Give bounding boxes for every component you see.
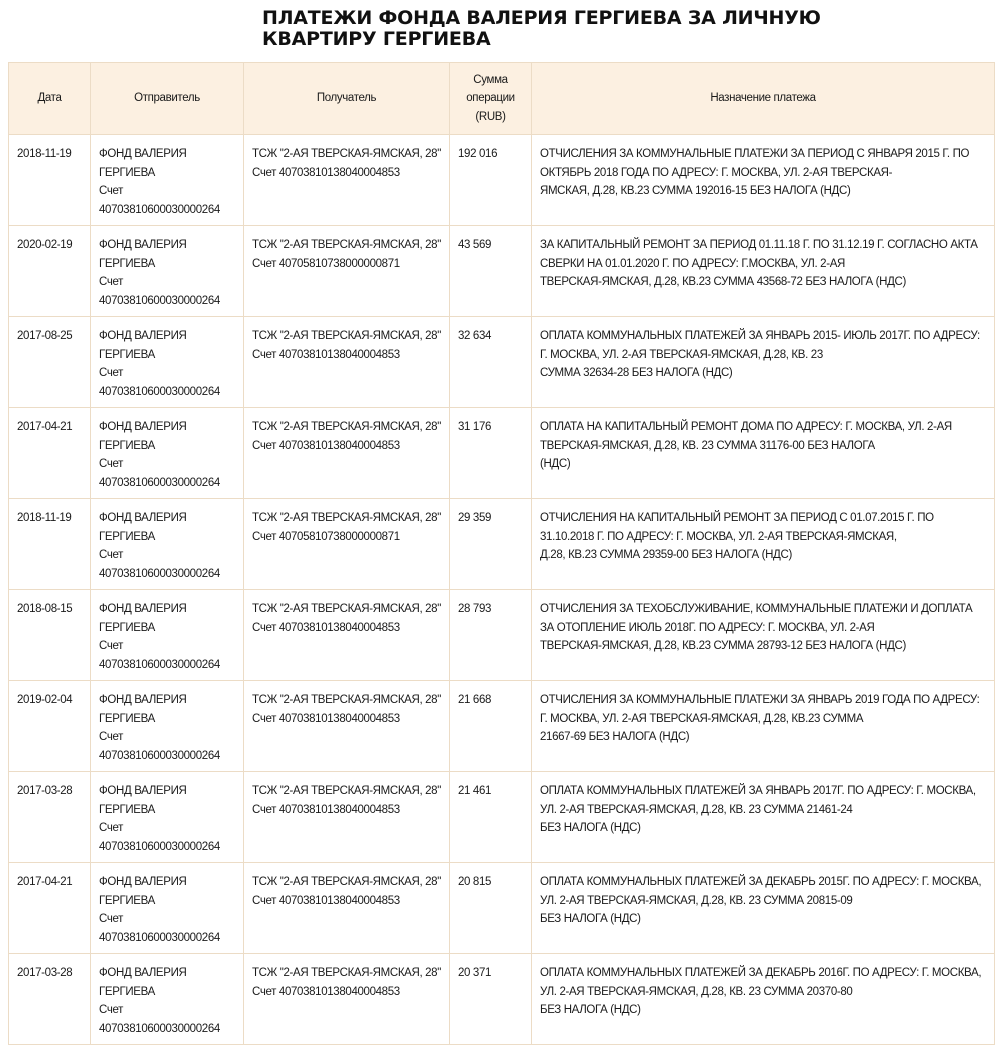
recipient-cell: ТСЖ "2-АЯ ТВЕРСКАЯ-ЯМСКАЯ, 28" Счет 4070… (243, 225, 450, 317)
purpose-cell: ОПЛАТА КОММУНАЛЬНЫХ ПЛАТЕЖЕЙ ЗА ДЕКАБРЬ … (531, 862, 995, 954)
column-header-recipient: Получатель (243, 62, 450, 135)
recipient-cell: ТСЖ "2-АЯ ТВЕРСКАЯ-ЯМСКАЯ, 28" Счет 4070… (243, 862, 450, 954)
sender-cell: ФОНД ВАЛЕРИЯ ГЕРГИЕВА Счет 4070381060003… (90, 316, 244, 408)
recipient-cell: ТСЖ "2-АЯ ТВЕРСКАЯ-ЯМСКАЯ, 28" Счет 4070… (243, 953, 450, 1045)
sender-cell: ФОНД ВАЛЕРИЯ ГЕРГИЕВА Счет 4070381060003… (90, 407, 244, 499)
table-row: 2017-04-21 ФОНД ВАЛЕРИЯ ГЕРГИЕВА Счет 407… (8, 862, 995, 954)
sender-cell: ФОНД ВАЛЕРИЯ ГЕРГИЕВА Счет 4070381060003… (90, 498, 244, 590)
purpose-cell: ОТЧИСЛЕНИЯ ЗА ТЕХОБСЛУЖИВАНИЕ, КОММУНАЛЬ… (531, 589, 995, 681)
table-row: 2017-08-25 ФОНД ВАЛЕРИЯ ГЕРГИЕВА Счет 407… (8, 316, 995, 408)
table-row: 2017-03-28 ФОНД ВАЛЕРИЯ ГЕРГИЕВА Счет 407… (8, 771, 995, 863)
amount-cell: 43 569 (449, 225, 532, 317)
date-cell: 2018-11-19 (8, 134, 91, 226)
table-row: 2018-08-15 ФОНД ВАЛЕРИЯ ГЕРГИЕВА Счет 407… (8, 589, 995, 681)
purpose-cell: ОТЧИСЛЕНИЯ НА КАПИТАЛЬНЫЙ РЕМОНТ ЗА ПЕРИ… (531, 498, 995, 590)
amount-cell: 28 793 (449, 589, 532, 681)
recipient-cell: ТСЖ "2-АЯ ТВЕРСКАЯ-ЯМСКАЯ, 28" Счет 4070… (243, 498, 450, 590)
table-row: 2020-02-19 ФОНД ВАЛЕРИЯ ГЕРГИЕВА Счет 407… (8, 225, 995, 317)
amount-cell: 32 634 (449, 316, 532, 408)
recipient-cell: ТСЖ "2-АЯ ТВЕРСКАЯ-ЯМСКАЯ, 28" Счет 4070… (243, 680, 450, 772)
date-cell: 2018-08-15 (8, 589, 91, 681)
table-header-row: Дата Отправитель Получатель Сумма операц… (8, 62, 995, 135)
purpose-cell: ОТЧИСЛЕНИЯ ЗА КОММУНАЛЬНЫЕ ПЛАТЕЖИ ЗА ПЕ… (531, 134, 995, 226)
recipient-cell: ТСЖ "2-АЯ ТВЕРСКАЯ-ЯМСКАЯ, 28" Счет 4070… (243, 316, 450, 408)
date-cell: 2020-02-19 (8, 225, 91, 317)
purpose-cell: ОПЛАТА КОММУНАЛЬНЫХ ПЛАТЕЖЕЙ ЗА ДЕКАБРЬ … (531, 953, 995, 1045)
payments-table: Дата Отправитель Получатель Сумма операц… (8, 62, 995, 1045)
sender-cell: ФОНД ВАЛЕРИЯ ГЕРГИЕВА Счет 4070381060003… (90, 771, 244, 863)
date-cell: 2019-02-04 (8, 680, 91, 772)
sender-cell: ФОНД ВАЛЕРИЯ ГЕРГИЕВА Счет 4070381060003… (90, 862, 244, 954)
date-cell: 2017-04-21 (8, 862, 91, 954)
table-row: 2018-11-19 ФОНД ВАЛЕРИЯ ГЕРГИЕВА Счет 407… (8, 498, 995, 590)
sender-cell: ФОНД ВАЛЕРИЯ ГЕРГИЕВА Счет 4070381060003… (90, 134, 244, 226)
amount-cell: 21 461 (449, 771, 532, 863)
purpose-cell: ОПЛАТА КОММУНАЛЬНЫХ ПЛАТЕЖЕЙ ЗА ЯНВАРЬ 2… (531, 771, 995, 863)
table-row: 2017-04-21 ФОНД ВАЛЕРИЯ ГЕРГИЕВА Счет 407… (8, 407, 995, 499)
table-row: 2019-02-04 ФОНД ВАЛЕРИЯ ГЕРГИЕВА Счет 407… (8, 680, 995, 772)
column-header-purpose: Назначение платежа (531, 62, 995, 135)
amount-cell: 31 176 (449, 407, 532, 499)
page-title: ПЛАТЕЖИ ФОНДА ВАЛЕРИЯ ГЕРГИЕВА ЗА ЛИЧНУЮ… (262, 7, 821, 50)
purpose-cell: ОТЧИСЛЕНИЯ ЗА КОММУНАЛЬНЫЕ ПЛАТЕЖИ ЗА ЯН… (531, 680, 995, 772)
date-cell: 2018-11-19 (8, 498, 91, 590)
amount-cell: 20 371 (449, 953, 532, 1045)
column-header-sender: Отправитель (90, 62, 244, 135)
sender-cell: ФОНД ВАЛЕРИЯ ГЕРГИЕВА Счет 4070381060003… (90, 589, 244, 681)
amount-cell: 21 668 (449, 680, 532, 772)
purpose-cell: ОПЛАТА НА КАПИТАЛЬНЫЙ РЕМОНТ ДОМА ПО АДР… (531, 407, 995, 499)
date-cell: 2017-03-28 (8, 953, 91, 1045)
recipient-cell: ТСЖ "2-АЯ ТВЕРСКАЯ-ЯМСКАЯ, 28" Счет 4070… (243, 771, 450, 863)
sender-cell: ФОНД ВАЛЕРИЯ ГЕРГИЕВА Счет 4070381060003… (90, 680, 244, 772)
purpose-cell: ОПЛАТА КОММУНАЛЬНЫХ ПЛАТЕЖЕЙ ЗА ЯНВАРЬ 2… (531, 316, 995, 408)
purpose-cell: ЗА КАПИТАЛЬНЫЙ РЕМОНТ ЗА ПЕРИОД 01.11.18… (531, 225, 995, 317)
table-row: 2018-11-19 ФОНД ВАЛЕРИЯ ГЕРГИЕВА Счет 407… (8, 134, 995, 226)
date-cell: 2017-04-21 (8, 407, 91, 499)
date-cell: 2017-08-25 (8, 316, 91, 408)
amount-cell: 192 016 (449, 134, 532, 226)
amount-cell: 29 359 (449, 498, 532, 590)
sender-cell: ФОНД ВАЛЕРИЯ ГЕРГИЕВА Счет 4070381060003… (90, 225, 244, 317)
recipient-cell: ТСЖ "2-АЯ ТВЕРСКАЯ-ЯМСКАЯ, 28" Счет 4070… (243, 589, 450, 681)
amount-cell: 20 815 (449, 862, 532, 954)
sender-cell: ФОНД ВАЛЕРИЯ ГЕРГИЕВА Счет 4070381060003… (90, 953, 244, 1045)
table-row: 2017-03-28 ФОНД ВАЛЕРИЯ ГЕРГИЕВА Счет 407… (8, 953, 995, 1045)
column-header-amount: Сумма операции (RUB) (449, 62, 532, 135)
recipient-cell: ТСЖ "2-АЯ ТВЕРСКАЯ-ЯМСКАЯ, 28" Счет 4070… (243, 407, 450, 499)
recipient-cell: ТСЖ "2-АЯ ТВЕРСКАЯ-ЯМСКАЯ, 28" Счет 4070… (243, 134, 450, 226)
date-cell: 2017-03-28 (8, 771, 91, 863)
column-header-date: Дата (8, 62, 91, 135)
